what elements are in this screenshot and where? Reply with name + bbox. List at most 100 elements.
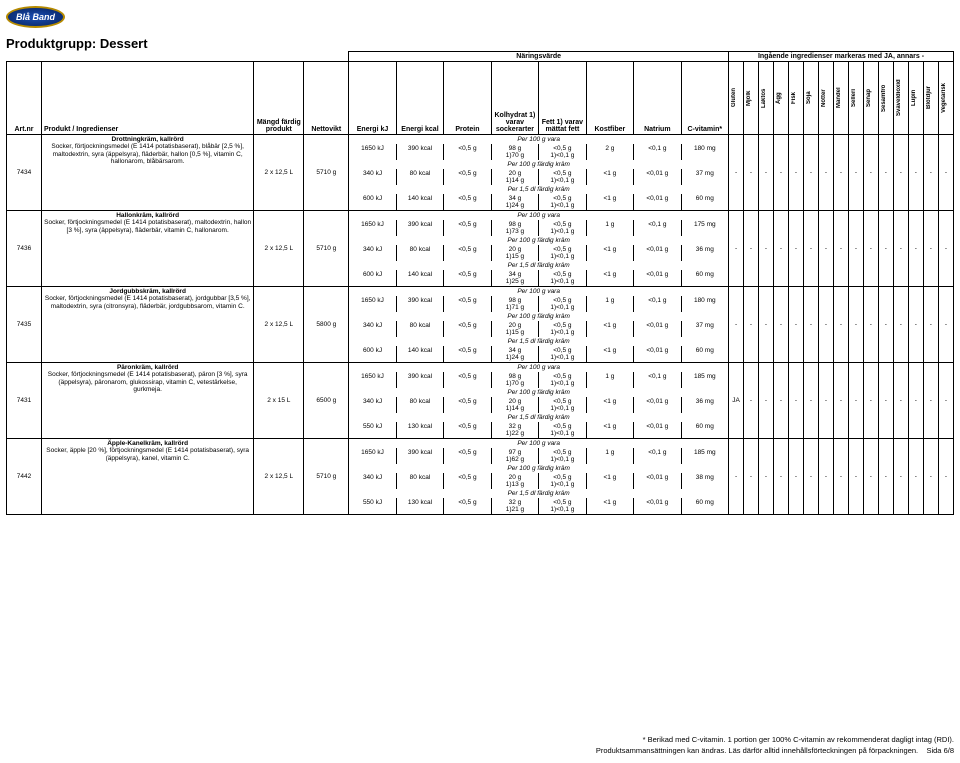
- col-allergen: Nötter: [818, 62, 833, 135]
- art-nr: 7434: [7, 135, 42, 211]
- allergen-cell: -: [848, 439, 863, 515]
- allergen-cell: -: [833, 287, 848, 363]
- col-net: Nettovikt: [304, 62, 349, 135]
- nutri-na: <0,01 g: [634, 169, 681, 185]
- nutri-ekj: 600 kJ: [349, 194, 396, 211]
- nutri-prot: <0,5 g: [444, 245, 491, 261]
- nutri-carb: 20 g1)13 g: [491, 473, 538, 489]
- nutri-fat: <0,5 g1)<0,1 g: [539, 220, 586, 236]
- col-carb: Kolhydrat 1) varav sockerarter: [491, 62, 538, 135]
- nutri-vc: 60 mg: [681, 422, 728, 439]
- nutri-vc: 37 mg: [681, 321, 728, 337]
- col-allergen: Ägg: [773, 62, 788, 135]
- art-nr: 7442: [7, 439, 42, 515]
- nutri-ekcal: 140 kcal: [396, 194, 443, 211]
- nutri-carb: 98 g1)70 g: [491, 144, 538, 160]
- allergen-cell: -: [744, 135, 759, 211]
- nutri-carb: 34 g1)24 g: [491, 346, 538, 363]
- qty-cell: 2 x 12,5 L: [254, 211, 304, 287]
- allergen-cell: -: [803, 439, 818, 515]
- allergen-cell: -: [893, 439, 908, 515]
- nutri-ekcal: 140 kcal: [396, 270, 443, 287]
- col-allergen: Soja: [803, 62, 818, 135]
- per-label: Per 100 g vara: [349, 439, 729, 449]
- nutri-carb: 20 g1)14 g: [491, 169, 538, 185]
- allergen-cell: -: [878, 135, 893, 211]
- nutri-na: <0,01 g: [634, 473, 681, 489]
- nutri-fib: <1 g: [586, 270, 633, 287]
- nutri-carb: 34 g1)25 g: [491, 270, 538, 287]
- allergen-cell: -: [818, 363, 833, 439]
- allergen-cell: -: [863, 363, 878, 439]
- nutri-ekj: 340 kJ: [349, 397, 396, 413]
- allergen-cell: -: [863, 211, 878, 287]
- net-cell: 6500 g: [304, 363, 349, 439]
- allergen-cell: -: [729, 135, 744, 211]
- allergen-cell: -: [773, 135, 788, 211]
- allergen-cell: -: [893, 363, 908, 439]
- per-label: Per 100 g färdig kräm: [349, 464, 729, 473]
- allergen-cell: -: [893, 135, 908, 211]
- nutri-carb: 20 g1)15 g: [491, 321, 538, 337]
- allergen-cell: -: [729, 211, 744, 287]
- nutri-fat: <0,5 g1)<0,1 g: [539, 194, 586, 211]
- nutri-ekcal: 80 kcal: [396, 397, 443, 413]
- col-ekj: Energi kJ: [349, 62, 396, 135]
- allergen-cell: -: [818, 135, 833, 211]
- nutri-prot: <0,5 g: [444, 321, 491, 337]
- allergen-cell: -: [788, 439, 803, 515]
- nutri-ekj: 600 kJ: [349, 346, 396, 363]
- nutri-prot: <0,5 g: [444, 422, 491, 439]
- col-allergen: Vegetarisk: [938, 62, 953, 135]
- nutri-carb: 98 g1)70 g: [491, 372, 538, 388]
- nutri-vc: 185 mg: [681, 372, 728, 388]
- nutri-carb: 98 g1)73 g: [491, 220, 538, 236]
- nutri-ekcal: 390 kcal: [396, 372, 443, 388]
- nutri-fat: <0,5 g1)<0,1 g: [539, 169, 586, 185]
- nutri-ekcal: 390 kcal: [396, 296, 443, 312]
- product-cell: Jordgubbskräm, kallrördSocker, förtjockn…: [41, 287, 253, 363]
- allergen-cell: -: [833, 439, 848, 515]
- per-label: Per 100 g vara: [349, 287, 729, 297]
- nutri-ekj: 550 kJ: [349, 498, 396, 515]
- nutri-carb: 32 g1)22 g: [491, 422, 538, 439]
- nutri-ekj: 550 kJ: [349, 422, 396, 439]
- allergen-cell: -: [878, 211, 893, 287]
- col-fiber: Kostfiber: [586, 62, 633, 135]
- nutri-fib: <1 g: [586, 194, 633, 211]
- nutri-na: <0,01 g: [634, 194, 681, 211]
- allergen-cell: -: [893, 211, 908, 287]
- allergen-cell: -: [788, 363, 803, 439]
- allergen-cell: -: [863, 439, 878, 515]
- brand-logo: Blå Band: [6, 6, 65, 28]
- net-cell: 5800 g: [304, 287, 349, 363]
- per-label: Per 1,5 dl färdig kräm: [349, 261, 729, 270]
- col-vitc: C-vitamin*: [681, 62, 728, 135]
- allergen-cell: -: [833, 211, 848, 287]
- allergen-cell: -: [773, 363, 788, 439]
- allergen-cell: -: [923, 439, 938, 515]
- net-cell: 5710 g: [304, 439, 349, 515]
- nutri-fat: <0,5 g1)<0,1 g: [539, 321, 586, 337]
- nutri-carb: 32 g1)21 g: [491, 498, 538, 515]
- col-protein: Protein: [444, 62, 491, 135]
- nutri-prot: <0,5 g: [444, 473, 491, 489]
- allergen-cell: -: [863, 287, 878, 363]
- nutri-prot: <0,5 g: [444, 144, 491, 160]
- nutri-na: <0,1 g: [634, 372, 681, 388]
- col-allergen: Gluten: [729, 62, 744, 135]
- nutri-vc: 60 mg: [681, 270, 728, 287]
- nutri-prot: <0,5 g: [444, 169, 491, 185]
- nutri-fat: <0,5 g1)<0,1 g: [539, 346, 586, 363]
- nutri-vc: 36 mg: [681, 245, 728, 261]
- qty-cell: 2 x 12,5 L: [254, 439, 304, 515]
- nutri-na: <0,01 g: [634, 270, 681, 287]
- allergen-cell: -: [788, 135, 803, 211]
- nutri-carb: 98 g1)71 g: [491, 296, 538, 312]
- col-product: Produkt / Ingredienser: [41, 62, 253, 135]
- allergen-cell: -: [878, 287, 893, 363]
- allergen-cell: -: [744, 439, 759, 515]
- col-allergen: Blötdjur: [923, 62, 938, 135]
- allergen-cell: -: [923, 363, 938, 439]
- nutri-ekj: 340 kJ: [349, 245, 396, 261]
